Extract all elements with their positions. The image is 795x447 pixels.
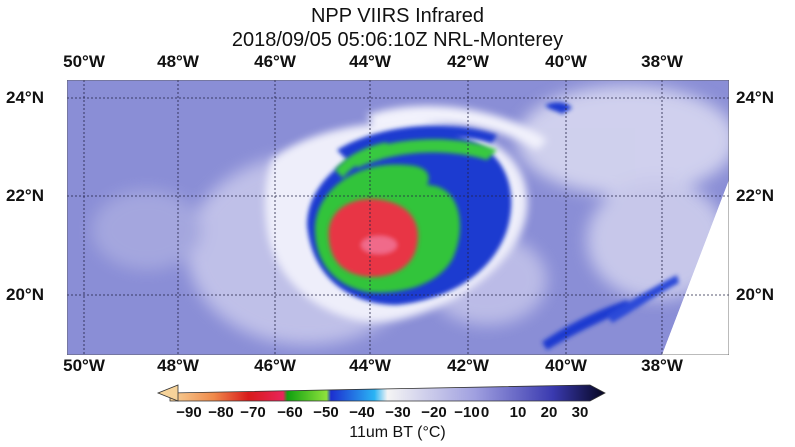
lat-label-left: 22°N [6,186,44,205]
colorbar-low-arrow [156,384,179,402]
lon-label-bottom: 40°W [545,356,587,375]
subtitle: 2018/09/05 05:06:10Z NRL-Monterey [231,29,564,51]
colorbar-label: 11um BT (°C) [349,424,446,441]
colorbar-tick: −70 [240,404,266,421]
satellite-imagery-map [67,80,729,355]
lon-label-top: 46°W [254,52,296,71]
lon-label-top: 38°W [641,52,683,71]
convective-cell [545,102,572,114]
cloud-field [92,190,202,270]
convective-band-green [352,139,497,168]
colorbar-tick: −90 [176,404,202,421]
lon-label-top: 50°W [63,52,105,71]
lon-label-bottom: 48°W [157,356,199,375]
colorbar-tick: 0 [480,404,490,421]
colorbar-tick: −20 [421,404,447,421]
lon-label-bottom: 42°W [447,356,489,375]
colorbar-tick: −50 [313,404,339,421]
colorbar-tick: −60 [277,404,303,421]
convective-band-blue [337,125,497,160]
convective-cell [607,275,679,323]
colorbar-tick: −40 [349,404,375,421]
colorbar-tick: 10 [509,404,527,421]
graticule [67,80,729,355]
lon-label-bottom: 44°W [349,356,391,375]
colorbar-tick: −80 [208,404,234,421]
cloud-field [517,85,729,195]
lat-label-right: 24°N [736,88,774,107]
colorbar-gradient [169,384,606,402]
title: NPP VIIRS Infrared [310,5,485,27]
lon-label-top: 40°W [545,52,587,71]
lon-label-bottom: 38°W [641,356,683,375]
lon-label-top: 44°W [349,52,391,71]
lon-label-bottom: 50°W [63,356,105,375]
colorbar-tick: 20 [540,404,558,421]
lon-label-top: 48°W [157,52,199,71]
lat-label-right: 22°N [736,186,774,205]
lon-label-bottom: 46°W [254,356,296,375]
outer-cloud-band [367,105,547,150]
cloud-field [587,180,727,300]
eye-region [361,236,397,254]
lat-label-left: 20°N [6,285,44,304]
lat-label-right: 20°N [736,285,774,304]
colorbar-tick: 30 [571,404,589,421]
colorbar-tick: −10 [454,404,480,421]
convective-band-green [335,142,387,178]
no-data-region [662,180,729,355]
convective-cell [542,300,632,350]
colorbar-tick: −30 [385,404,411,421]
colorbar [156,384,606,402]
lon-label-top: 42°W [447,52,489,71]
lat-label-left: 24°N [6,88,44,107]
